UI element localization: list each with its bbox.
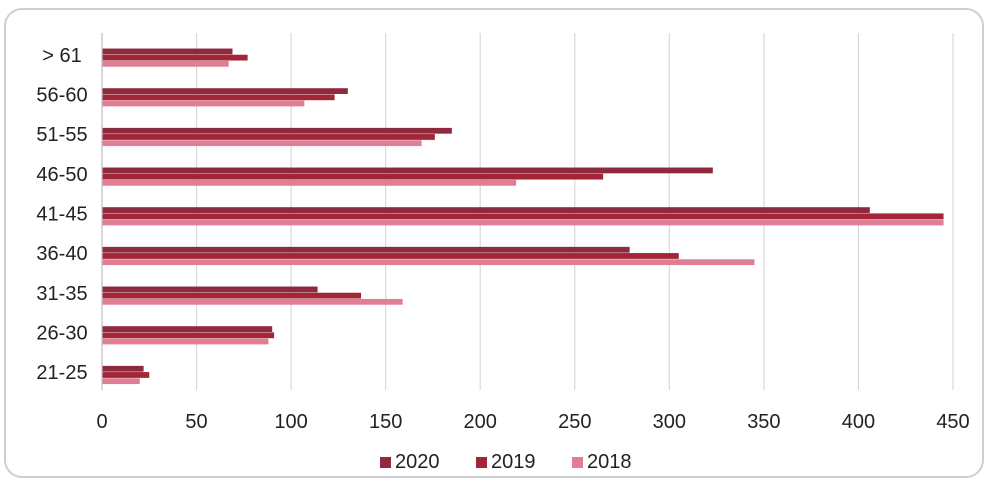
bar-2018-5660 [102,100,305,107]
bar-2019-2630 [102,332,275,339]
bar-2020-5155 [102,127,452,134]
y-tick-label: > 61 [42,45,81,67]
bar-2020-5660 [102,88,348,94]
y-tick-label: 26-30 [36,323,87,345]
bar-2018-5155 [102,140,422,147]
bar-2019-4145 [102,213,944,220]
x-tick-label-200: 200 [464,411,497,433]
y-tick-label: 51-55 [36,124,87,146]
x-axis-labels: 0 50 100 150 200 250 300 350 400 450 [96,411,969,433]
bar-2020-2630 [102,326,273,332]
bar-2019-2125 [102,372,150,378]
y-tick-label: 56-60 [36,85,87,107]
bar-2018-61 [102,60,229,67]
bar-2018-4145 [102,219,944,226]
bar-2020-2125 [102,365,144,372]
legend-label-2018: 2018 [587,451,632,473]
bar-2020-3640 [102,246,630,253]
x-tick-label-150: 150 [369,411,402,433]
x-tick-label-300: 300 [653,411,686,433]
bar-2020-4145 [102,207,870,213]
bar-2019-3135 [102,292,362,299]
y-tick-label: 41-45 [36,204,87,226]
bar-2019-5660 [102,94,335,101]
bar-2020-4650 [102,167,713,174]
y-tick-label: 36-40 [36,243,87,265]
bar-2020-61 [102,48,233,55]
chart-frame [4,8,984,478]
legend: 2020 2019 2018 [380,451,632,473]
bar-2018-2630 [102,338,269,345]
bar-2020-3135 [102,286,318,293]
legend-swatch-2019 [476,457,487,468]
x-tick-label-50: 50 [185,411,207,433]
x-tick-label-250: 250 [558,411,591,433]
bar-2018-4650 [102,179,517,186]
bar-2019-61 [102,54,248,61]
bar-2019-3640 [102,253,679,259]
x-tick-label-350: 350 [747,411,780,433]
y-tick-label: 46-50 [36,164,87,186]
legend-swatch-2020 [380,457,391,468]
bars [102,48,944,385]
legend-swatch-2018 [572,457,583,468]
y-tick-label: 31-35 [36,283,87,305]
x-tick-label-0: 0 [96,411,107,433]
x-tick-label-100: 100 [274,411,307,433]
legend-label-2019: 2019 [491,451,536,473]
y-tick-label: 21-25 [36,362,87,384]
bar-2019-5155 [102,134,435,140]
bar-2018-3135 [102,298,403,305]
bar-2018-3640 [102,259,755,266]
bar-2019-4650 [102,173,604,180]
legend-label-2020: 2020 [395,451,440,473]
x-tick-label-400: 400 [842,411,875,433]
x-tick-label-450: 450 [936,411,969,433]
y-axis-labels: > 61 56-60 51-55 46-50 41-45 36-40 31-35 26-30 2… [36,45,87,384]
bar-2018-2125 [102,378,140,385]
